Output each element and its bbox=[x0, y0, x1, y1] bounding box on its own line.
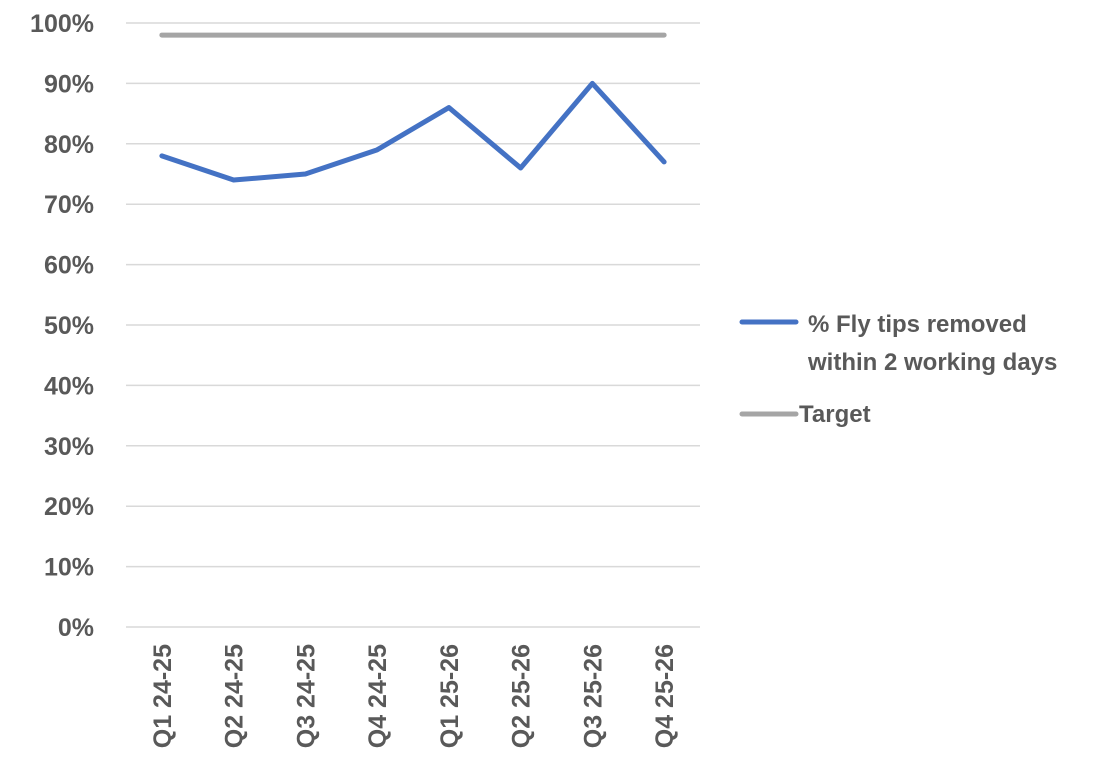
x-tick-label: Q4 24-25 bbox=[364, 644, 392, 748]
y-tick-label: 90% bbox=[44, 70, 94, 98]
y-tick-label: 40% bbox=[44, 372, 94, 400]
legend-label: within 2 working days bbox=[807, 349, 1057, 376]
x-tick-label: Q4 25-26 bbox=[651, 644, 679, 748]
y-tick-label: 0% bbox=[58, 614, 94, 642]
x-tick-label: Q3 24-25 bbox=[292, 644, 320, 748]
x-tick-label: Q2 25-26 bbox=[508, 644, 536, 748]
y-tick-label: 100% bbox=[30, 10, 94, 38]
y-tick-label: 20% bbox=[44, 493, 94, 521]
series-line bbox=[159, 80, 667, 183]
x-axis-tick-labels: Q1 24-25 Q2 24-25 Q3 24-25 Q4 24-25 Q1 25-26… bbox=[149, 644, 679, 748]
x-tick-label: Q1 25-26 bbox=[436, 644, 464, 748]
gridlines bbox=[126, 22, 700, 628]
y-axis-tick-labels: 0% 10% 20% 30% 40% 50% 60% 70% 80% 90% 100% bbox=[30, 10, 94, 642]
y-tick-label: 50% bbox=[44, 312, 94, 340]
legend-item: Target bbox=[739, 401, 871, 428]
y-tick-label: 10% bbox=[44, 554, 94, 582]
legend-item: % Fly tips removed within 2 working days bbox=[739, 311, 1057, 376]
legend-label: Target bbox=[799, 401, 871, 428]
y-tick-label: 60% bbox=[44, 252, 94, 280]
legend-label: % Fly tips removed bbox=[808, 311, 1027, 338]
legend: % Fly tips removed within 2 working days T… bbox=[739, 311, 1057, 428]
y-tick-label: 80% bbox=[44, 131, 94, 159]
y-tick-label: 70% bbox=[44, 191, 94, 219]
x-tick-label: Q3 25-26 bbox=[579, 644, 607, 748]
y-tick-label: 30% bbox=[44, 433, 94, 461]
x-tick-label: Q2 24-25 bbox=[221, 644, 249, 748]
x-tick-label: Q1 24-25 bbox=[149, 644, 177, 748]
series-lines bbox=[159, 32, 667, 183]
